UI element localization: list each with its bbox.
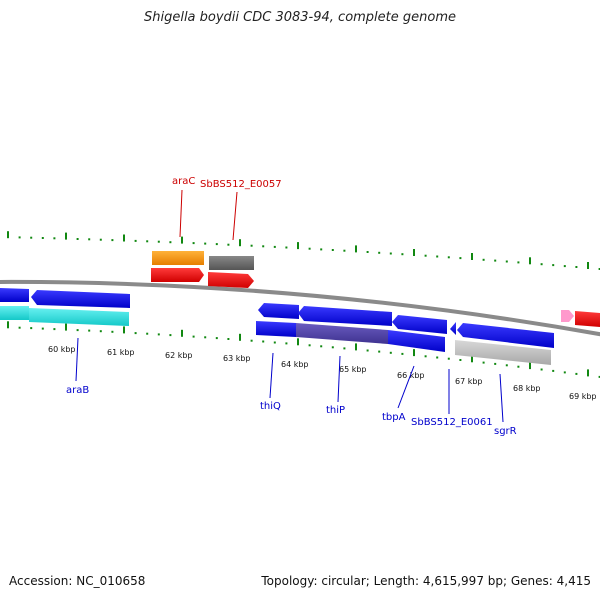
reverse-genes-row2 <box>0 306 551 365</box>
gene-label-tbpa[interactable]: tbpA <box>382 412 406 423</box>
gene-blue-thiq-upper[interactable] <box>258 303 299 319</box>
gene-blue-thiq-lower[interactable] <box>256 321 296 337</box>
tick-label: 65 kbp <box>339 365 367 374</box>
gene-blue-small-arrow[interactable] <box>450 322 456 335</box>
gene-arac-orange[interactable] <box>152 251 204 265</box>
accession-text: Accession: NC_010658 <box>9 574 146 588</box>
forward-genes <box>151 251 600 327</box>
gene-label-sbbs512-e0057[interactable]: SbBS512_E0057 <box>200 179 282 190</box>
leader-line <box>337 355 341 403</box>
map-title: Shigella boydii CDC 3083-94, complete ge… <box>143 10 457 25</box>
gene-arac-red[interactable] <box>151 268 204 282</box>
genome-backbone <box>0 279 600 337</box>
tick-label: 67 kbp <box>455 377 483 386</box>
tick-label: 64 kbp <box>281 360 309 369</box>
gene-label-arac[interactable]: araC <box>172 176 195 187</box>
genome-summary-text: Topology: circular; Length: 4,615,997 bp… <box>261 574 591 588</box>
scale-labels: 60 kbp 61 kbp 62 kbp 63 kbp 64 kbp 65 kb… <box>48 345 597 401</box>
gene-pink-small[interactable] <box>561 310 574 322</box>
tick-label: 61 kbp <box>107 348 135 357</box>
gene-blue-sgrr-upper[interactable] <box>457 323 554 348</box>
gene-blue-left-edge[interactable] <box>0 288 29 302</box>
tick-label: 63 kbp <box>223 354 251 363</box>
forward-labels: araC SbBS512_E0057 <box>172 176 282 241</box>
gene-sbbs512-e0057-red[interactable] <box>208 272 254 288</box>
gene-cyan-left[interactable] <box>0 306 29 320</box>
forward-scale-ticks <box>7 231 600 270</box>
tick-label: 69 kbp <box>569 392 597 401</box>
gene-label-arab[interactable]: araB <box>66 385 89 396</box>
gene-silver-sgrr[interactable] <box>455 340 551 365</box>
tick-label: 62 kbp <box>165 351 193 360</box>
leader-line <box>499 373 504 423</box>
leader-line <box>397 365 415 409</box>
leader-line <box>269 352 274 399</box>
tick-label: 60 kbp <box>48 345 76 354</box>
gene-blue-arab-upper[interactable] <box>31 290 130 308</box>
gene-label-sgrr[interactable]: sgrR <box>494 426 517 437</box>
gene-label-thip[interactable]: thiP <box>326 405 345 416</box>
gene-purple-thip[interactable] <box>296 323 388 344</box>
gene-sbbs512-e0057-gray[interactable] <box>209 256 254 270</box>
leader-line <box>232 191 238 241</box>
gene-red-right[interactable] <box>575 311 600 327</box>
gene-blue-tbpa-upper[interactable] <box>392 315 447 334</box>
reverse-labels: araB thiQ thiP tbpA SbBS512_E0061 sgrR <box>66 337 517 437</box>
gene-blue-thip-upper[interactable] <box>298 306 392 326</box>
leader-line <box>179 189 183 238</box>
leader-line <box>75 337 79 382</box>
gene-cyan-arab[interactable] <box>29 308 129 326</box>
gene-label-thiq[interactable]: thiQ <box>260 401 281 412</box>
reverse-genes-row1 <box>0 288 554 348</box>
tick-label: 68 kbp <box>513 384 541 393</box>
gene-label-sbbs512-e0061[interactable]: SbBS512_E0061 <box>411 417 493 428</box>
gene-blue-tbpa-lower[interactable] <box>388 330 445 352</box>
